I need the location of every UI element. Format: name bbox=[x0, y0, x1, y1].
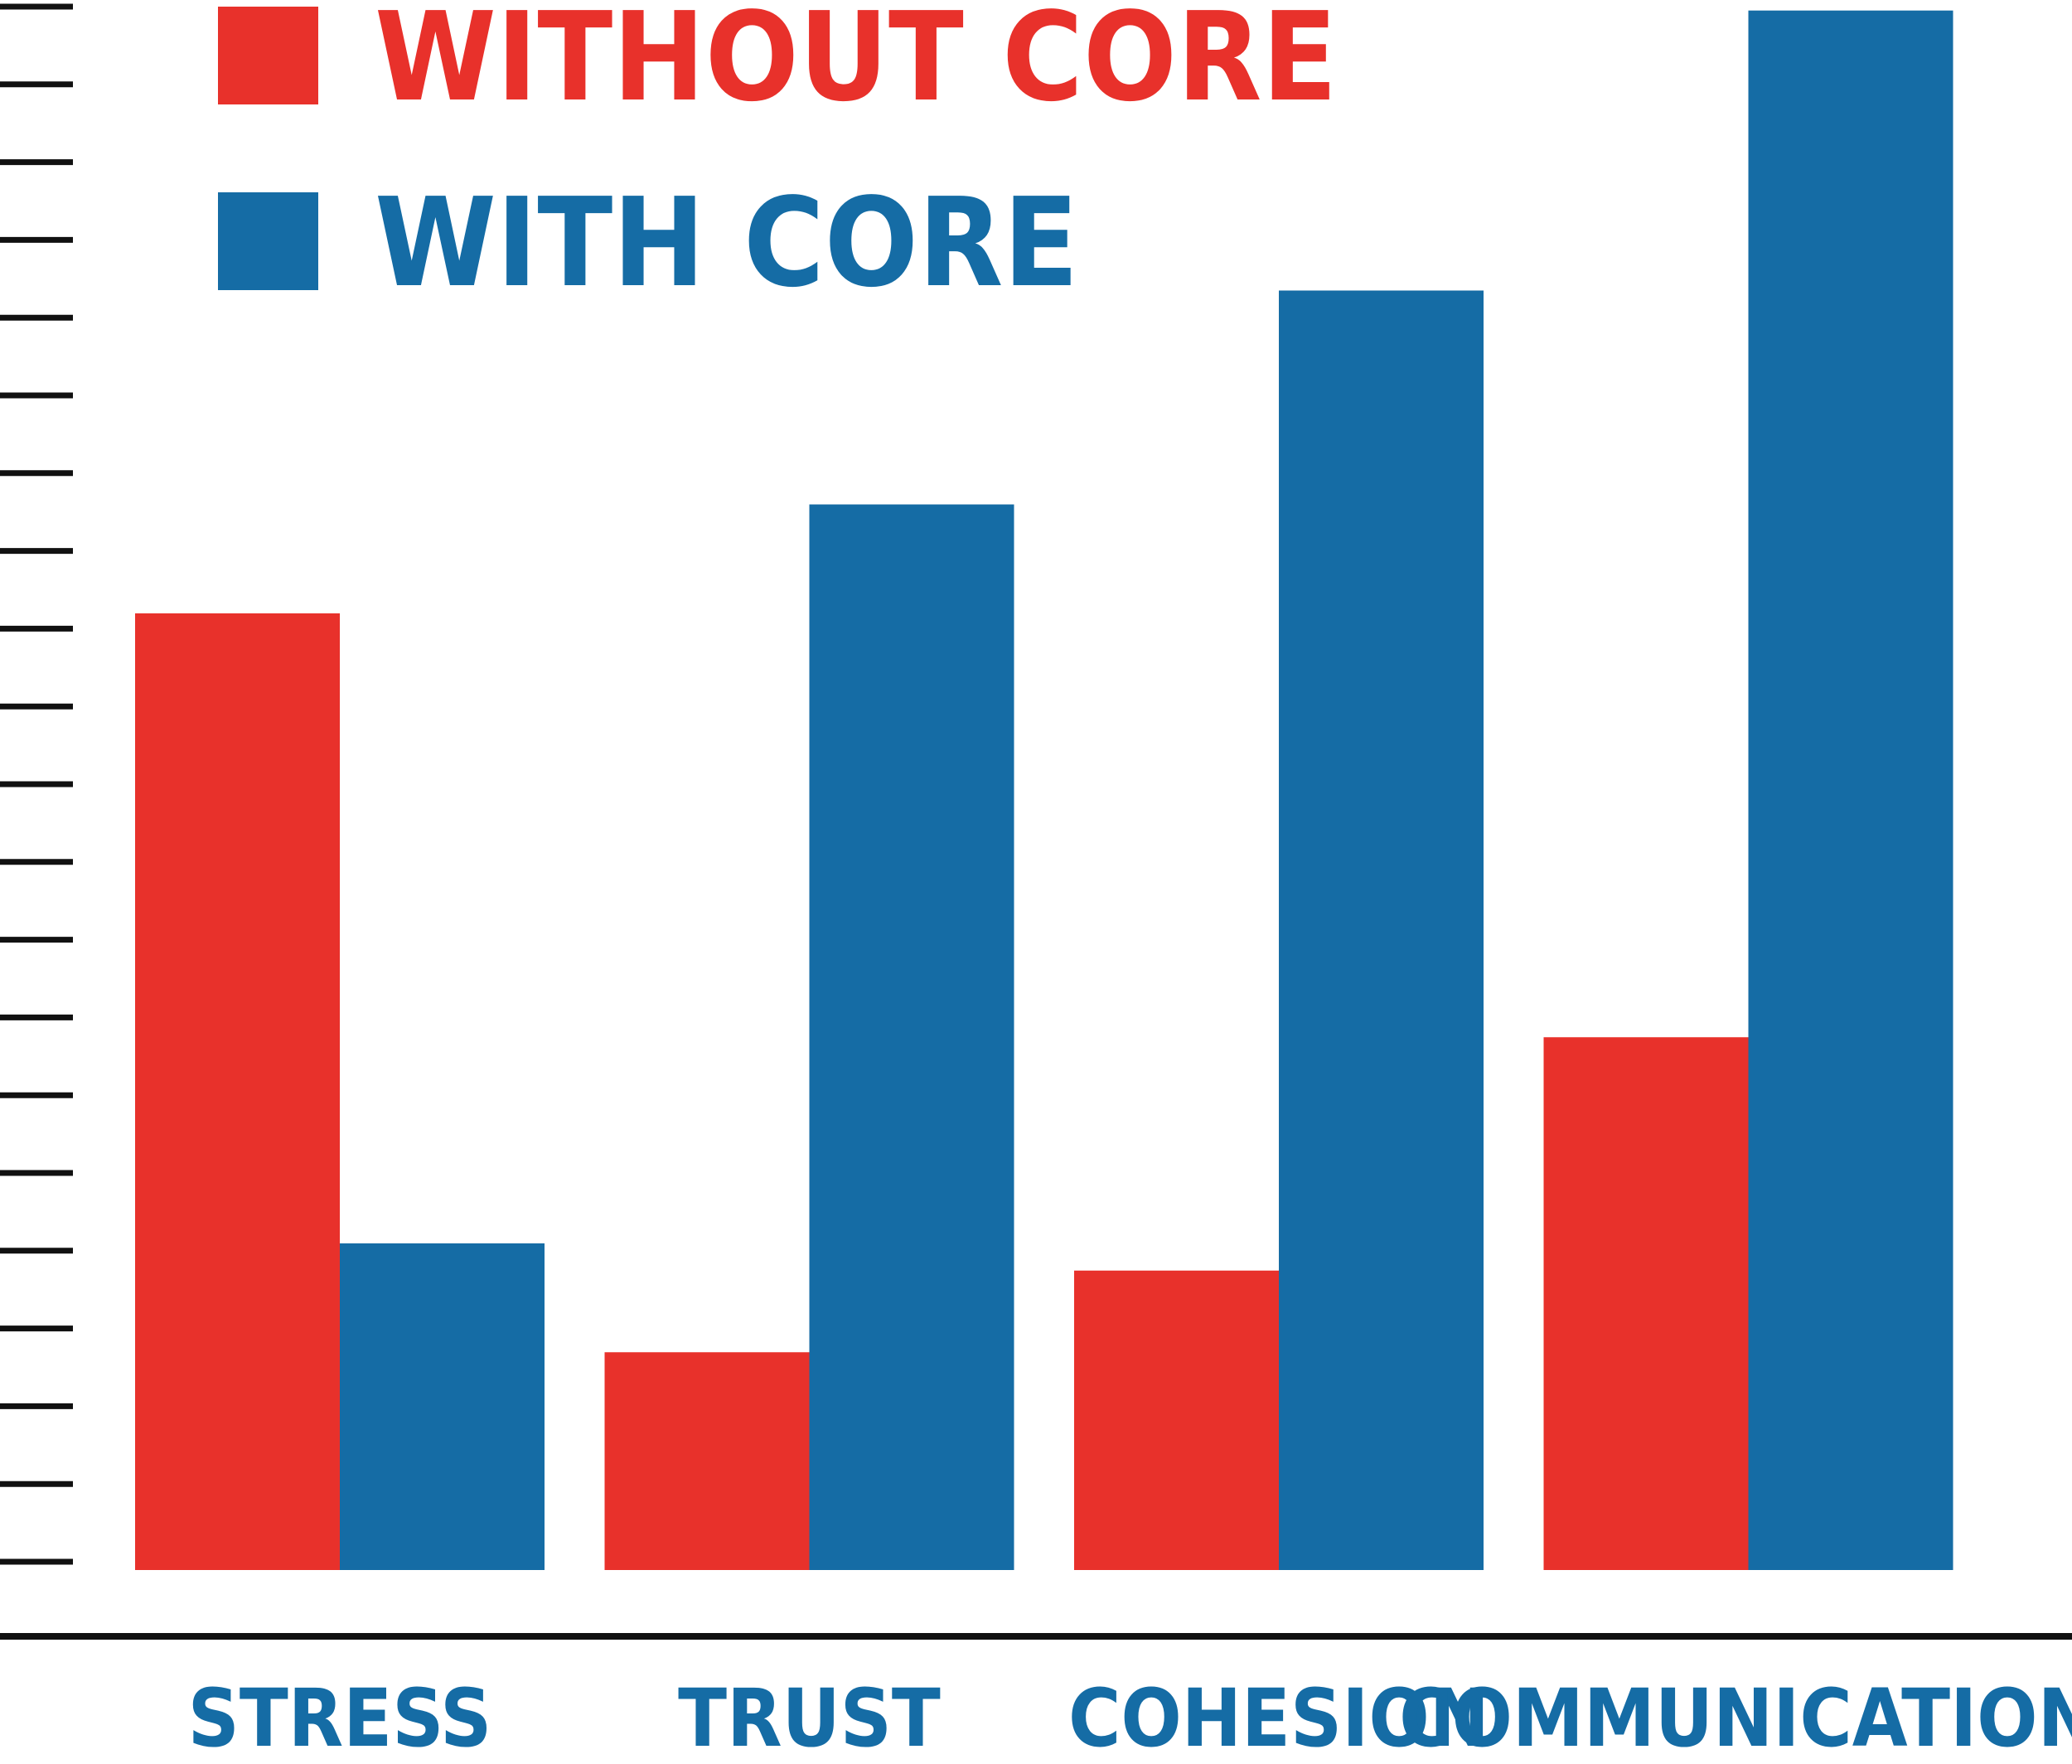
bar-without-core bbox=[605, 1352, 810, 1570]
legend-swatch bbox=[218, 192, 318, 290]
category-label: STRESS bbox=[188, 1672, 492, 1764]
y-axis-ticks bbox=[0, 7, 73, 1562]
bar-with-core bbox=[1279, 290, 1484, 1570]
legend-label: WITHOUT CORE bbox=[375, 0, 1338, 128]
legend: WITHOUT CORE WITH CORE bbox=[218, 0, 1338, 314]
legend-label: WITH CORE bbox=[375, 172, 1078, 314]
bar-without-core bbox=[1544, 1037, 1749, 1570]
bar-without-core bbox=[1074, 1271, 1279, 1570]
legend-swatch bbox=[218, 7, 318, 104]
bar-with-core bbox=[810, 505, 1014, 1570]
category-label: COMMUNICATION bbox=[1399, 1672, 2072, 1764]
bar-with-core bbox=[340, 1243, 545, 1570]
bar-with-core bbox=[1749, 11, 1953, 1570]
category-label: TRUST bbox=[678, 1672, 941, 1764]
bar-without-core bbox=[135, 613, 340, 1570]
